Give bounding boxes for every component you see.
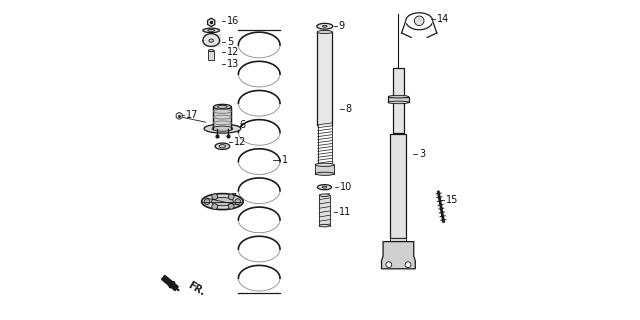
Circle shape: [235, 199, 241, 204]
Ellipse shape: [219, 145, 226, 148]
Ellipse shape: [211, 197, 234, 206]
Circle shape: [228, 204, 234, 209]
Circle shape: [405, 262, 411, 268]
Ellipse shape: [202, 194, 243, 210]
FancyBboxPatch shape: [209, 51, 214, 60]
Circle shape: [204, 199, 210, 204]
Ellipse shape: [204, 124, 241, 133]
Ellipse shape: [317, 185, 332, 190]
Text: 11: 11: [339, 207, 351, 217]
Ellipse shape: [214, 104, 232, 109]
Ellipse shape: [317, 23, 333, 29]
Text: 13: 13: [227, 59, 239, 69]
Ellipse shape: [203, 28, 220, 33]
Text: 1: 1: [282, 155, 288, 165]
FancyBboxPatch shape: [388, 97, 409, 102]
Ellipse shape: [207, 29, 215, 31]
Ellipse shape: [388, 101, 409, 104]
Circle shape: [212, 204, 218, 210]
Ellipse shape: [319, 224, 330, 227]
Ellipse shape: [319, 194, 330, 196]
Ellipse shape: [215, 143, 230, 149]
FancyBboxPatch shape: [390, 238, 406, 250]
Text: 12: 12: [227, 47, 239, 57]
Text: 15: 15: [447, 195, 459, 205]
Ellipse shape: [209, 39, 214, 42]
FancyBboxPatch shape: [315, 165, 334, 174]
Text: 17: 17: [186, 110, 198, 120]
Ellipse shape: [209, 50, 214, 52]
Circle shape: [228, 194, 234, 200]
Ellipse shape: [323, 25, 327, 27]
Ellipse shape: [218, 105, 227, 108]
Text: 8: 8: [346, 104, 352, 114]
Ellipse shape: [315, 163, 335, 166]
Polygon shape: [381, 242, 415, 269]
FancyBboxPatch shape: [390, 134, 406, 238]
Ellipse shape: [323, 186, 327, 188]
Text: FR.: FR.: [186, 281, 207, 298]
Text: 12: 12: [234, 137, 246, 148]
Circle shape: [415, 16, 424, 26]
Ellipse shape: [317, 30, 333, 34]
Text: 5: 5: [227, 36, 234, 47]
Text: 7: 7: [230, 193, 236, 204]
Circle shape: [386, 262, 392, 268]
Text: 9: 9: [339, 20, 345, 31]
Text: 14: 14: [437, 14, 449, 24]
Text: 10: 10: [340, 182, 353, 192]
Polygon shape: [161, 276, 179, 291]
Ellipse shape: [315, 172, 335, 175]
Circle shape: [212, 194, 218, 199]
Text: 16: 16: [227, 16, 239, 26]
Text: 6: 6: [239, 120, 246, 130]
Ellipse shape: [212, 126, 233, 131]
Text: 3: 3: [419, 148, 426, 159]
Ellipse shape: [388, 95, 409, 98]
FancyBboxPatch shape: [393, 68, 404, 133]
FancyBboxPatch shape: [214, 107, 232, 129]
